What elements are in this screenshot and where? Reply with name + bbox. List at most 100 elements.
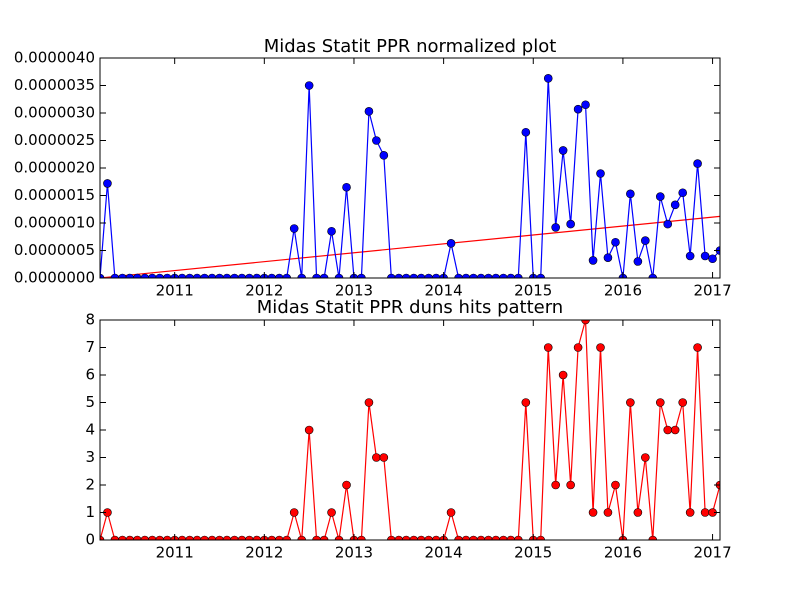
data-point <box>103 179 112 188</box>
data-point <box>215 273 224 278</box>
data-point <box>431 535 441 540</box>
data-point <box>237 535 247 540</box>
data-point <box>334 273 344 278</box>
data-point <box>484 535 493 540</box>
data-point <box>693 343 702 352</box>
data-point <box>536 535 546 540</box>
data-point <box>177 273 187 278</box>
data-point <box>215 535 224 540</box>
data-point <box>312 535 321 540</box>
trend-line <box>100 215 720 278</box>
data-point <box>670 200 680 210</box>
data-point <box>611 480 620 490</box>
data-point <box>521 398 531 407</box>
data-point <box>506 535 516 540</box>
y-tick-label: 1 <box>85 503 95 521</box>
plot-clip <box>100 320 720 540</box>
data-point <box>513 535 523 540</box>
data-point <box>513 273 523 278</box>
data-point <box>469 273 478 278</box>
data-point <box>588 256 598 265</box>
data-point <box>678 188 688 198</box>
data-point <box>648 535 658 540</box>
data-point <box>334 535 344 540</box>
x-tick-label: 2013 <box>335 544 373 562</box>
data-point <box>663 425 673 435</box>
data-point <box>491 273 501 278</box>
data-point <box>319 535 329 540</box>
data-point <box>499 273 508 278</box>
data-point <box>230 535 239 540</box>
data-point <box>192 535 202 540</box>
data-point <box>177 535 187 540</box>
y-tick-label: 0.0000000 <box>14 269 95 287</box>
data-point <box>118 273 127 278</box>
data-point <box>147 273 157 278</box>
data-point <box>207 273 217 278</box>
data-point <box>125 273 135 278</box>
x-tick-label: 2016 <box>604 544 642 562</box>
x-tick-label: 2013 <box>335 282 373 300</box>
data-point <box>387 535 396 540</box>
data-line <box>100 320 720 540</box>
data-point <box>394 535 404 540</box>
data-point <box>409 273 419 278</box>
data-point <box>245 273 254 278</box>
x-tick-label: 2012 <box>245 282 283 300</box>
data-point <box>372 453 381 462</box>
data-point <box>506 273 516 278</box>
data-point <box>297 273 307 278</box>
data-point <box>700 251 710 261</box>
data-point <box>446 508 456 517</box>
data-point <box>118 535 127 540</box>
x-tick-label: 2012 <box>245 544 283 562</box>
data-point <box>693 159 702 168</box>
data-point <box>536 273 546 278</box>
chart-title: Midas Statit PPR duns hits pattern <box>257 297 563 318</box>
data-point <box>685 251 695 261</box>
data-point <box>192 273 202 278</box>
data-point <box>155 273 165 278</box>
y-tick-label: 0.0000020 <box>14 159 95 177</box>
data-point <box>252 535 262 540</box>
data-point <box>663 219 673 229</box>
data-point <box>431 273 441 278</box>
data-point <box>162 273 172 278</box>
data-point <box>230 273 239 278</box>
data-point <box>648 273 658 278</box>
data-point <box>207 535 217 540</box>
y-tick-label: 2 <box>85 476 95 494</box>
data-point <box>543 343 553 352</box>
x-tick-label: 2015 <box>514 544 552 562</box>
data-point <box>401 535 411 540</box>
data-point <box>655 398 665 407</box>
data-point <box>678 398 688 407</box>
data-point <box>222 273 232 278</box>
data-point <box>499 535 508 540</box>
data-point <box>603 253 613 262</box>
data-point <box>633 508 643 517</box>
data-point <box>476 535 486 540</box>
y-tick-label: 0.0000005 <box>14 241 95 259</box>
data-point <box>297 535 307 540</box>
data-point <box>155 535 165 540</box>
y-tick-label: 7 <box>85 338 95 356</box>
data-point <box>461 535 471 540</box>
y-tick-label: 5 <box>85 393 95 411</box>
data-point <box>603 508 613 517</box>
data-point <box>626 398 635 407</box>
x-tick-label: 2014 <box>425 282 463 300</box>
data-point <box>543 74 553 83</box>
plot-area <box>100 320 720 540</box>
data-point <box>708 254 717 264</box>
data-point <box>387 273 396 278</box>
data-point <box>461 273 471 278</box>
y-tick-label: 0.0000025 <box>14 131 95 149</box>
data-point <box>596 343 605 352</box>
data-point <box>342 182 351 192</box>
data-point <box>185 535 194 540</box>
y-tick-label: 8 <box>85 311 95 329</box>
data-point <box>685 508 695 517</box>
data-point <box>125 535 135 540</box>
data-point <box>364 398 374 407</box>
